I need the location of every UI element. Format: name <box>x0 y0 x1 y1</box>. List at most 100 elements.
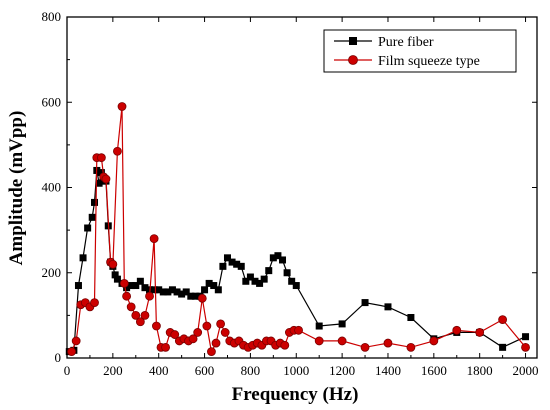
data-point <box>113 275 121 283</box>
data-point <box>216 319 226 329</box>
x-tick-label: 800 <box>241 363 261 378</box>
y-axis-title: Amplitude (mVpp) <box>6 111 27 266</box>
data-point <box>522 333 530 341</box>
data-point <box>205 279 213 287</box>
data-point <box>211 338 221 348</box>
data-point <box>499 343 507 351</box>
series-layer <box>65 102 530 357</box>
data-point <box>117 102 127 111</box>
data-point <box>84 224 92 232</box>
x-tick-label: 600 <box>195 363 215 378</box>
data-point <box>159 288 167 296</box>
data-point <box>178 290 186 298</box>
data-point <box>132 282 140 290</box>
data-point <box>274 252 282 260</box>
data-point <box>161 342 170 352</box>
data-point <box>201 286 209 294</box>
data-point <box>219 262 227 270</box>
data-point <box>67 347 76 357</box>
data-point <box>220 328 230 337</box>
x-tick-label: 1000 <box>283 363 309 378</box>
data-point <box>197 293 207 303</box>
data-point <box>170 330 180 339</box>
x-tick-label: 1600 <box>421 363 447 378</box>
data-point <box>119 279 129 288</box>
data-point <box>122 291 132 301</box>
x-tick-label: 1800 <box>467 363 493 378</box>
data-point <box>269 254 277 262</box>
data-point <box>361 299 369 307</box>
data-point <box>187 292 195 300</box>
x-tick-label: 1200 <box>329 363 355 378</box>
data-point <box>91 198 99 206</box>
data-point <box>210 282 218 290</box>
data-point <box>521 342 530 352</box>
x-axis-title: Frequency (Hz) <box>232 384 359 405</box>
data-point <box>294 325 303 335</box>
data-point <box>140 310 150 320</box>
data-point <box>71 336 81 346</box>
data-point <box>188 334 198 344</box>
data-point <box>429 336 439 346</box>
data-point <box>292 282 300 290</box>
data-point <box>498 315 508 325</box>
data-point <box>96 153 106 163</box>
legend: Pure fiber Film squeeze type <box>323 29 517 73</box>
data-point <box>475 328 485 337</box>
legend-label-film-squeeze: Film squeeze type <box>378 54 480 69</box>
data-point <box>407 314 415 322</box>
data-point <box>280 340 290 350</box>
data-point <box>79 254 87 262</box>
data-point <box>141 284 149 292</box>
data-point <box>207 347 216 357</box>
x-tick-label: 2000 <box>513 363 539 378</box>
data-point <box>315 322 323 330</box>
data-point <box>279 256 287 264</box>
data-point <box>246 273 254 281</box>
data-point <box>127 282 135 290</box>
data-point <box>237 262 245 270</box>
data-point <box>135 317 145 327</box>
data-point <box>191 292 199 300</box>
data-point <box>95 179 103 187</box>
legend-marker-pure-fiber <box>349 37 357 45</box>
data-point <box>452 325 462 335</box>
x-tick-label: 0 <box>64 363 71 378</box>
data-point <box>168 286 176 294</box>
data-point <box>136 277 144 285</box>
data-point <box>150 286 158 294</box>
data-point <box>108 259 118 269</box>
series-1 <box>67 102 530 357</box>
data-point <box>338 320 346 328</box>
data-point <box>214 286 222 294</box>
data-point <box>288 277 296 285</box>
data-point <box>283 269 291 277</box>
data-point <box>145 291 154 301</box>
y-tick-label: 600 <box>42 94 62 109</box>
data-point <box>126 302 136 312</box>
data-point <box>360 342 370 352</box>
data-point <box>223 254 231 262</box>
data-point <box>74 282 82 290</box>
data-point <box>383 338 393 348</box>
y-tick-label: 0 <box>55 350 62 365</box>
data-point <box>88 213 96 221</box>
data-point <box>182 288 190 296</box>
data-point <box>406 342 416 352</box>
data-point <box>193 328 203 337</box>
data-point <box>251 277 259 285</box>
data-point <box>90 298 99 307</box>
axes: 0 200 400 600 800 1000 1200 1400 1600 1800 2000 0 20… <box>42 9 539 378</box>
y-tick-label: 200 <box>42 265 62 280</box>
data-point <box>233 260 241 268</box>
data-point <box>149 234 159 244</box>
x-tick-label: 400 <box>149 363 169 378</box>
data-point <box>265 267 273 275</box>
data-point <box>202 321 212 331</box>
legend-label-pure-fiber: Pure fiber <box>378 35 434 50</box>
data-point <box>111 271 119 279</box>
y-tick-label: 800 <box>42 9 62 24</box>
data-point <box>256 279 264 287</box>
legend-marker-film-squeeze <box>348 55 358 65</box>
